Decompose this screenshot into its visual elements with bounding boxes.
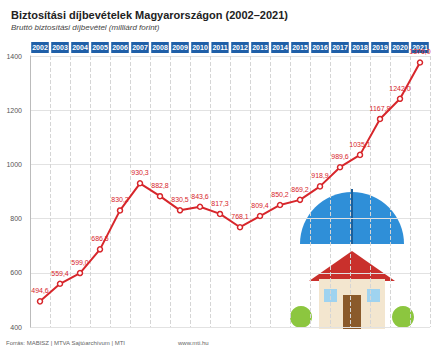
svg-text:2003: 2003 (52, 44, 68, 51)
svg-text:2008: 2008 (152, 44, 168, 51)
svg-text:1000: 1000 (6, 161, 22, 168)
svg-text:2006: 2006 (112, 44, 128, 51)
svg-text:2012: 2012 (232, 44, 248, 51)
svg-text:2017: 2017 (332, 44, 348, 51)
svg-text:2016: 2016 (312, 44, 328, 51)
svg-text:Biztosítási díjbevételek Magya: Biztosítási díjbevételek Magyarországon … (11, 9, 288, 21)
svg-text:809,4: 809,4 (251, 202, 269, 209)
svg-text:599,0: 599,0 (71, 259, 89, 266)
svg-text:2018: 2018 (352, 44, 368, 51)
svg-text:850,2: 850,2 (271, 191, 289, 198)
svg-text:2013: 2013 (252, 44, 268, 51)
svg-text:2014: 2014 (272, 44, 288, 51)
svg-text:2002: 2002 (32, 44, 48, 51)
svg-text:494,6: 494,6 (31, 287, 49, 294)
svg-text:Forrás: MABISZ | MTVA Sajtóarc: Forrás: MABISZ | MTVA Sajtóarchívum | MT… (6, 340, 125, 346)
svg-text:918,9: 918,9 (311, 172, 329, 179)
svg-text:869,2: 869,2 (291, 186, 309, 193)
svg-text:843,6: 843,6 (191, 193, 209, 200)
svg-text:2005: 2005 (92, 44, 108, 51)
svg-text:1242,0: 1242,0 (389, 85, 411, 92)
svg-text:686,5: 686,5 (91, 235, 109, 242)
svg-text:400: 400 (10, 324, 22, 331)
svg-text:2009: 2009 (172, 44, 188, 51)
svg-text:2019: 2019 (372, 44, 388, 51)
svg-text:2004: 2004 (72, 44, 88, 51)
svg-text:600: 600 (10, 269, 22, 276)
svg-text:www.mti.hu: www.mti.hu (177, 340, 209, 346)
svg-text:830,5: 830,5 (171, 196, 189, 203)
svg-text:768,1: 768,1 (231, 213, 249, 220)
svg-text:800: 800 (10, 215, 22, 222)
svg-text:2011: 2011 (212, 44, 227, 51)
svg-text:1400: 1400 (6, 53, 22, 60)
svg-text:2007: 2007 (132, 44, 148, 51)
svg-text:2015: 2015 (292, 44, 308, 51)
svg-text:Bruttó biztosítási díjbevétel: Bruttó biztosítási díjbevétel (milliárd … (11, 23, 160, 32)
svg-text:989,6: 989,6 (331, 153, 349, 160)
svg-text:1376,0: 1376,0 (409, 48, 431, 55)
svg-text:2010: 2010 (192, 44, 208, 51)
svg-text:882,8: 882,8 (151, 182, 169, 189)
svg-text:830,2: 830,2 (111, 196, 129, 203)
svg-text:1200: 1200 (6, 107, 22, 114)
svg-text:817,3: 817,3 (211, 200, 229, 207)
svg-text:1167,8: 1167,8 (370, 105, 391, 112)
svg-text:930,3: 930,3 (131, 169, 149, 176)
svg-text:1035,1: 1035,1 (349, 141, 371, 148)
svg-text:2020: 2020 (392, 44, 408, 51)
svg-text:559,4: 559,4 (51, 270, 69, 277)
